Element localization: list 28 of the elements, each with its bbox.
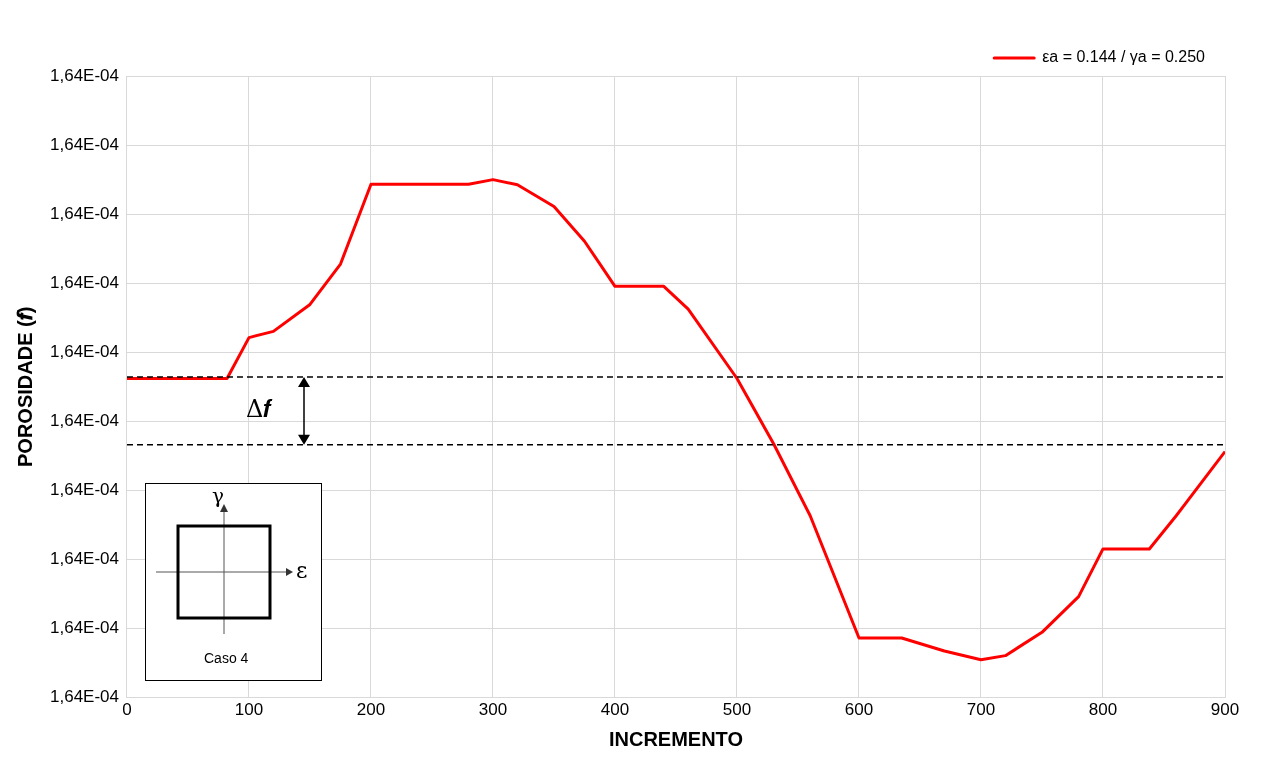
annotation: Caso 4 (203, 649, 249, 666)
annotation: γ (211, 483, 224, 508)
x-tick-label: 100 (234, 700, 264, 720)
inset-box: γ ε Caso 4 (145, 482, 322, 681)
x-tick-label: 900 (1210, 700, 1240, 720)
text: 1,64E-04 (50, 618, 119, 638)
text: 1,64E-04 (50, 549, 119, 569)
x-tick-label: 600 (844, 700, 874, 720)
x-tick-label: 700 (966, 700, 996, 720)
legend-label: εa = 0.144 / γa = 0.250 (1042, 48, 1206, 66)
x-axis-title: INCREMENTO (608, 727, 744, 750)
y-axis-title: POROSIDADE (𝒇) (13, 306, 36, 467)
annotation: Δ𝒇 (245, 394, 272, 423)
text: 1,64E-04 (50, 480, 119, 500)
text: 1,64E-04 (50, 687, 119, 707)
x-tick-label: 400 (600, 700, 630, 720)
text: 1,64E-04 (50, 341, 119, 361)
text: 1,64E-04 (50, 134, 119, 154)
text: 1,64E-04 (50, 65, 119, 85)
text: 1,64E-04 (50, 411, 119, 431)
text: 1,64E-04 (50, 272, 119, 292)
x-tick-label: 0 (122, 700, 132, 720)
x-tick-label: 800 (1088, 700, 1118, 720)
x-tick-label: 500 (722, 700, 752, 720)
x-tick-label: 200 (356, 700, 386, 720)
x-tick-label: 300 (478, 700, 508, 720)
annotation: ε (295, 557, 308, 583)
text: 1,64E-04 (50, 203, 119, 223)
